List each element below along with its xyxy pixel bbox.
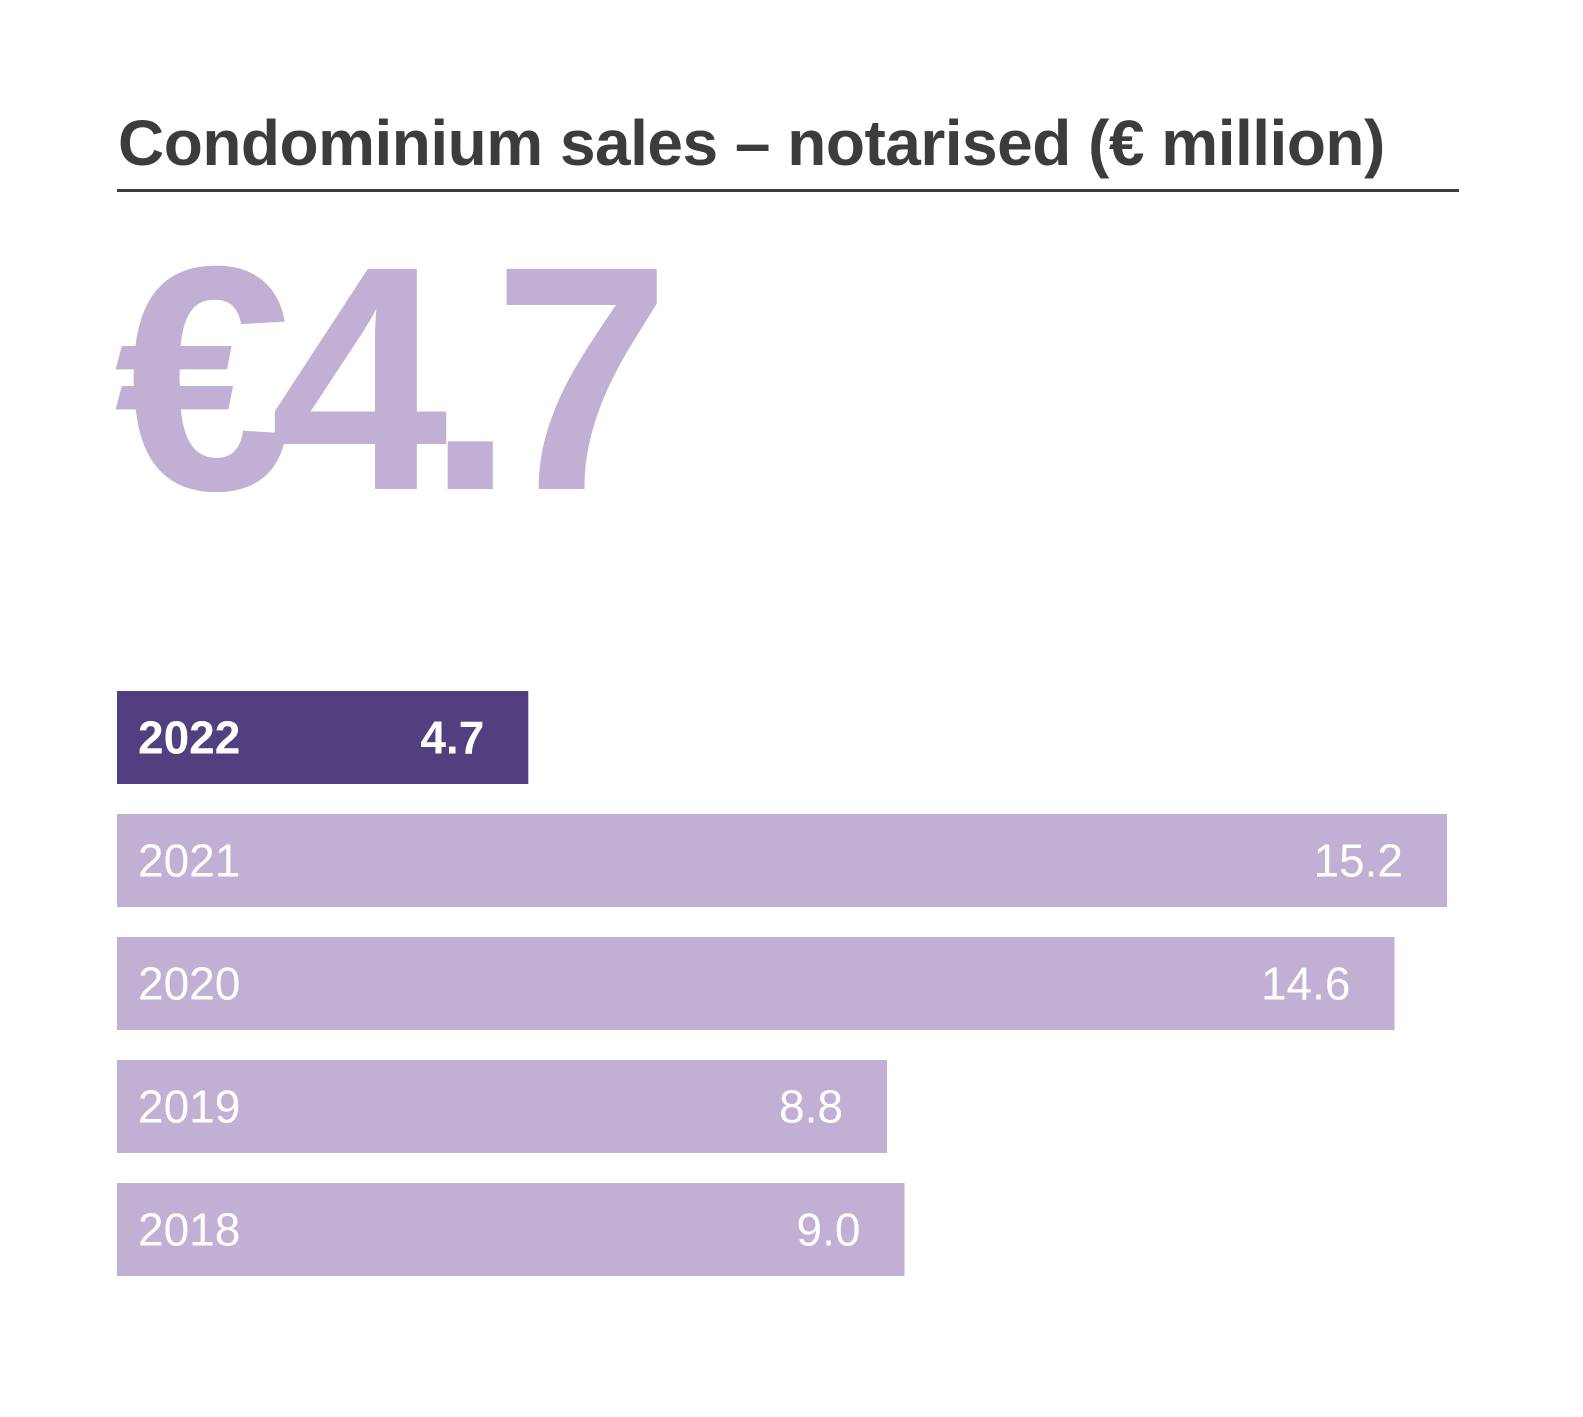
category-label: 2018 [138, 1204, 240, 1256]
value-label: 15.2 [1313, 835, 1403, 887]
bar-2021 [117, 814, 1447, 907]
category-label: 2019 [138, 1081, 240, 1133]
value-label: 14.6 [1261, 958, 1351, 1010]
value-label: 9.0 [797, 1204, 861, 1256]
bar-2019 [117, 1060, 887, 1153]
chart-title: Condominium sales – notarised (€ million… [118, 107, 1385, 179]
bar-group: 2022 4.7 2021 15.2 2020 14.6 2019 8.8 2018 9.0 [117, 691, 1447, 1276]
title-divider [117, 189, 1459, 192]
bar-2020 [117, 937, 1395, 1030]
value-label: 4.7 [420, 712, 484, 764]
category-label: 2020 [138, 958, 240, 1010]
bar-2018 [117, 1183, 905, 1276]
headline-value: €4.7 [114, 199, 671, 557]
category-label: 2022 [138, 712, 240, 764]
category-label: 2021 [138, 835, 240, 887]
value-label: 8.8 [779, 1081, 843, 1133]
bar-2022 [117, 691, 529, 784]
